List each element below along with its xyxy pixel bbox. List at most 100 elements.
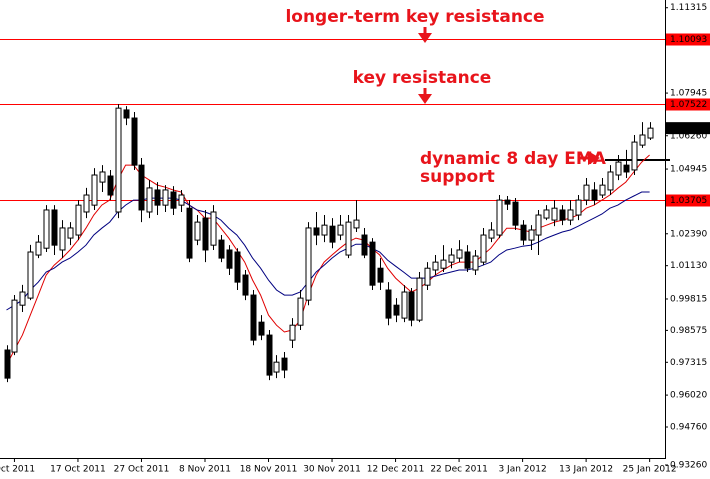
level-label: 1.10093 [670, 35, 707, 45]
candle-body [83, 194, 90, 213]
candle-body [234, 251, 241, 283]
annotation-arrow-head [418, 94, 432, 104]
candle-body [401, 291, 408, 319]
level-label-box [666, 98, 710, 111]
candle-body [551, 207, 558, 221]
candle-body [154, 189, 161, 206]
candle-body [528, 229, 535, 241]
candle-body [75, 204, 82, 236]
annotation: key resistance [353, 68, 492, 88]
candle-body [464, 251, 471, 269]
candle-body [43, 209, 50, 249]
candle-body [170, 191, 177, 209]
candle-body [11, 299, 18, 353]
annotation-arrow-head [588, 151, 600, 165]
candle-body [345, 221, 352, 256]
candle-body [472, 255, 479, 271]
y-tick-label: 0.97315 [670, 358, 707, 368]
candle-body [273, 361, 280, 373]
last-price-box [666, 122, 710, 135]
candle-body [575, 199, 582, 216]
candle-body [623, 164, 630, 173]
candle-body [647, 127, 654, 139]
candle-body [535, 214, 542, 236]
candle-body [520, 224, 527, 241]
candle-body [250, 294, 257, 341]
candle-body [202, 217, 209, 251]
annotation: longer-term key resistance [285, 7, 544, 27]
y-tick-label: 0.94760 [670, 423, 707, 433]
candle-body [488, 229, 495, 239]
candle-body [258, 321, 265, 336]
candle-body [115, 107, 122, 213]
candle-body [361, 234, 368, 256]
candle-body [297, 297, 304, 326]
candle-body [567, 209, 574, 221]
candle-body [353, 219, 360, 229]
candle-body [51, 209, 58, 246]
y-tick-label: 1.04945 [670, 165, 707, 175]
candle-body [178, 194, 185, 206]
candle-body [35, 241, 42, 256]
candle-body [456, 249, 463, 259]
candle-body [313, 227, 320, 236]
candle-body [281, 357, 288, 371]
x-tick-label: 22 Dec 2011 [430, 465, 488, 475]
candle-body [591, 189, 598, 201]
level-label: 1.07522 [670, 100, 707, 110]
candle-body [440, 259, 447, 269]
candle-body [432, 261, 439, 271]
x-tick-label: 27 Oct 2011 [114, 465, 170, 475]
y-tick-label: 0.96020 [670, 391, 707, 401]
y-tick-label: 0.93260 [670, 461, 707, 471]
x-tick-label: 17 Oct 2011 [50, 465, 106, 475]
y-tick-label: 1.07945 [670, 89, 707, 99]
candle-body [242, 274, 249, 296]
annotation-arrow-head [418, 33, 432, 43]
candle-body [218, 239, 225, 259]
candle-body [329, 225, 336, 243]
x-tick-label: 13 Jan 2012 [559, 465, 613, 475]
candle-body [59, 227, 66, 251]
candle-body [369, 241, 376, 286]
annotation: support [420, 167, 495, 187]
x-tick-label: 3 Jan 2012 [498, 465, 546, 475]
x-tick-label: 30 Nov 2011 [303, 465, 361, 475]
candle-body [607, 171, 614, 191]
x-tick-label: 8 Nov 2011 [179, 465, 231, 475]
y-tick-label: 1.02390 [670, 229, 707, 239]
candle-body [266, 334, 273, 376]
candle-body [424, 267, 431, 286]
candle-body [289, 324, 296, 341]
candle-body [67, 227, 74, 239]
y-tick-label: 0.98575 [670, 326, 707, 336]
candle-body [131, 117, 138, 166]
candle-body [496, 199, 503, 236]
candle-body [210, 211, 217, 246]
candle-body [559, 209, 566, 221]
candle-body [194, 221, 201, 241]
level-label-box [666, 194, 710, 207]
candle-body [146, 187, 153, 213]
candle-body [99, 171, 106, 183]
candle-body [385, 289, 392, 319]
candle-body [305, 227, 312, 301]
candle-body [337, 224, 344, 236]
ema-line [6, 191, 650, 311]
candle-body [416, 277, 423, 321]
candle-body [186, 207, 193, 259]
x-tick-label: 18 Nov 2011 [240, 465, 298, 475]
level-label-box [666, 33, 710, 46]
candle-body [615, 161, 622, 176]
candle-body [512, 201, 519, 226]
annotation: dynamic 8 day EMA [420, 149, 607, 169]
y-tick-label: 1.06260 [670, 131, 707, 141]
candle-body [27, 251, 34, 299]
candle-body [123, 109, 130, 119]
x-tick-label: 12 Dec 2011 [367, 465, 425, 475]
candle-body [91, 174, 98, 206]
y-tick-label: 0.99815 [670, 294, 707, 304]
candle-body [599, 184, 606, 196]
